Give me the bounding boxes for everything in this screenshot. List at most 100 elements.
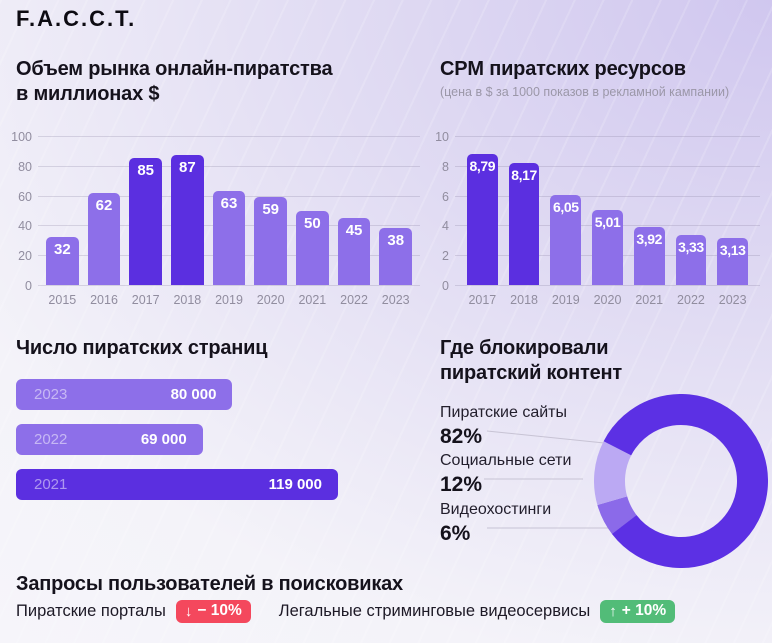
y-tick-label: 8 — [442, 159, 449, 174]
x-tick-label: 2021 — [298, 293, 327, 307]
market-bar-chart: 100 80 60 40 20 0 32 62 85 87 63 59 50 45 38 2015 2016… — [11, 130, 420, 307]
search-trends-row: Пиратские порталы ↓ − 10% Легальные стри… — [16, 600, 676, 623]
brand-logo: F.A.C.C.T. — [16, 6, 137, 31]
trend-badge-down: ↓ − 10% — [175, 600, 251, 623]
bar-2018: 8,17 — [508, 163, 540, 285]
legend-value: 82% — [440, 425, 483, 448]
blocked-donut-chart — [594, 394, 768, 568]
bar-2023: 38 — [379, 228, 413, 285]
legend-item-video-hostings: Видеохостинги 6% — [440, 501, 551, 546]
bar-value-label: 85 — [137, 162, 155, 180]
y-tick-label: 100 — [11, 130, 32, 144]
y-tick-label: 10 — [435, 130, 449, 144]
hbar-row-2022: 2022 69 000 — [16, 424, 338, 455]
x-tick-label: 2023 — [381, 293, 410, 307]
bar-2022: 3,33 — [675, 235, 707, 285]
bar-value-label: 50 — [304, 214, 321, 232]
gridline — [455, 165, 760, 167]
x-tick-label: 2022 — [340, 293, 368, 307]
gridline — [38, 165, 420, 167]
cpm-chart-title: CPM пиратских ресурсов — [440, 58, 686, 80]
y-tick-label: 6 — [442, 189, 449, 204]
bar-value-label: 87 — [179, 159, 196, 177]
bar-2018: 87 — [171, 155, 204, 285]
x-tick-label: 2022 — [677, 293, 705, 307]
hbar-year-label: 2023 — [34, 386, 68, 403]
hbar-value-label: 119 000 — [268, 476, 322, 493]
legend-label: Видеохостинги — [440, 501, 552, 518]
bar-value-label: 38 — [387, 232, 405, 250]
bar-2021: 50 — [296, 210, 329, 285]
blocked-chart-title: Где блокировали пиратский контент — [440, 336, 622, 386]
y-tick-label: 20 — [18, 249, 32, 264]
x-tick-label: 2021 — [635, 293, 664, 307]
bar-2023: 3,13 — [717, 238, 749, 285]
legend-item-social-networks: Социальные сети 12% — [440, 452, 571, 497]
donut-slice-12pct — [594, 394, 768, 568]
search-trends-title: Запросы пользователей в поисковиках — [16, 573, 403, 595]
y-tick-label: 4 — [442, 219, 449, 234]
blocked-chart-title-line2: пиратский контент — [440, 362, 622, 384]
hbar-value-label: 69 000 — [140, 431, 187, 448]
y-tick-label: 0 — [25, 279, 32, 293]
market-chart-bars: 32 62 85 87 63 59 50 45 38 — [38, 136, 420, 285]
x-tick-label: 2015 — [48, 293, 77, 307]
legend-item-pirate-sites: Пиратские сайты 82% — [440, 404, 567, 449]
market-chart-title-line2: в миллионах $ — [16, 83, 160, 105]
arrow-down-icon: ↓ — [184, 602, 193, 620]
bar-value-label: 3,33 — [678, 239, 704, 256]
bar-2020: 59 — [254, 197, 288, 285]
bar-2019: 6,05 — [550, 194, 582, 285]
hbar-row-2021: 2021 119 000 — [16, 469, 338, 500]
gridline — [455, 285, 760, 286]
gridline — [455, 136, 760, 137]
pages-chart-title: Число пиратских страниц — [16, 337, 268, 359]
bar-2019: 63 — [212, 191, 246, 285]
bar-2016: 62 — [87, 192, 121, 285]
cpm-chart-bars: 8,79 8,17 6,05 5,01 3,92 3,33 3,13 — [455, 136, 760, 285]
x-tick-label: 2019 — [551, 293, 580, 307]
hbar-2022: 2022 69 000 — [16, 424, 203, 455]
trend-badge-value: + 10% — [621, 602, 667, 619]
bar-value-label: 45 — [345, 221, 363, 239]
x-tick-label: 2020 — [593, 293, 622, 307]
hbar-row-2023: 2023 80 000 — [16, 379, 338, 410]
hbar-year-label: 2021 — [34, 476, 68, 493]
x-tick-label: 2020 — [256, 293, 285, 307]
trend-label-pirate-portals: Пиратские порталы — [16, 602, 166, 620]
market-chart-x-axis: 2015 2016 2017 2018 2019 2020 2021 2022 2023 — [38, 293, 420, 307]
bar-value-label: 8,79 — [469, 158, 496, 175]
bar-2021: 3,92 — [633, 226, 665, 285]
x-tick-label: 2018 — [173, 293, 202, 307]
bar-2017: 85 — [129, 158, 163, 285]
legend-label: Социальные сети — [440, 452, 572, 469]
legend-leader-lines — [484, 430, 615, 529]
bar-value-label: 32 — [53, 241, 71, 259]
bar-value-label: 63 — [220, 195, 238, 213]
legend-label: Пиратские сайты — [440, 404, 567, 421]
y-tick-label: 80 — [18, 159, 32, 174]
bar-2015: 32 — [46, 237, 79, 285]
bar-value-label: 8,17 — [511, 167, 537, 184]
arrow-up-icon: ↑ — [609, 602, 617, 620]
cpm-chart-y-axis: 10 8 6 4 2 0 — [435, 130, 455, 293]
bar-2017: 8,79 — [467, 154, 498, 285]
x-tick-label: 2023 — [718, 293, 747, 307]
hbar-2021: 2021 119 000 — [16, 469, 338, 500]
market-chart-title-line1: Объем рынка онлайн-пиратства — [16, 58, 333, 80]
market-chart-y-axis: 100 80 60 40 20 0 — [11, 130, 38, 293]
bar-2020: 5,01 — [592, 210, 623, 285]
bar-2022: 45 — [337, 217, 371, 285]
cpm-chart-x-axis: 2017 2018 2019 2020 2021 2022 2023 — [455, 293, 760, 307]
bar-value-label: 59 — [262, 201, 280, 219]
bar-value-label: 62 — [95, 196, 113, 214]
trend-label-legal-streaming: Легальные стриминговые видеосервисы — [278, 602, 591, 620]
gridline — [455, 195, 760, 197]
market-chart-plot: 32 62 85 87 63 59 50 45 38 2015 2016 2017 2018 2019 2… — [38, 136, 420, 307]
hbar-value-label: 80 000 — [170, 386, 217, 403]
cpm-chart-subtitle: (цена в $ за 1000 показов в рекламной ка… — [440, 85, 730, 99]
x-tick-label: 2017 — [131, 293, 160, 307]
x-tick-label: 2019 — [215, 293, 243, 307]
bar-value-label: 6,05 — [552, 198, 579, 215]
